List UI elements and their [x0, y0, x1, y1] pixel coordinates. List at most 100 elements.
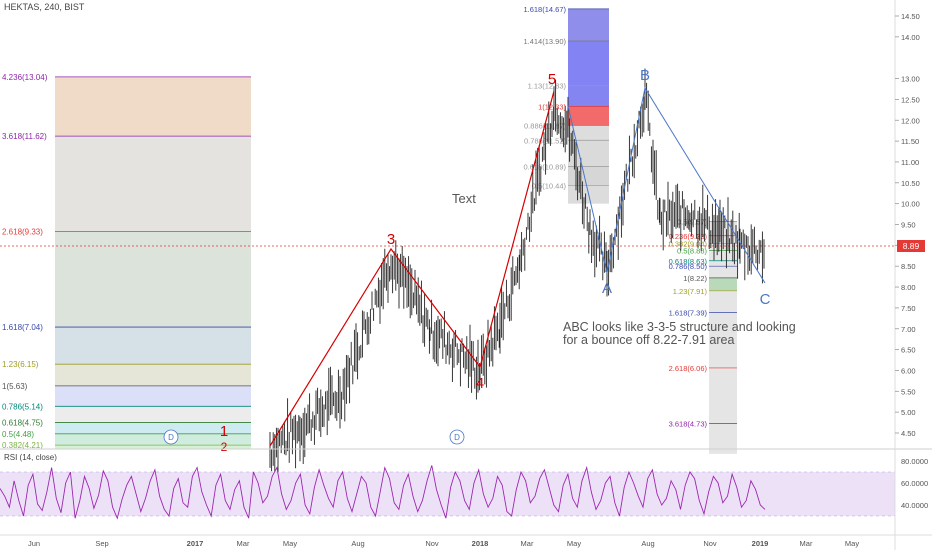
- fib-target-zone: [709, 277, 737, 291]
- fib-level-label: 0.5(9.57): [677, 218, 708, 227]
- time-tick-label: 2018: [472, 539, 489, 548]
- last-price-value: 8.89: [903, 241, 920, 251]
- price-tick-label: 11.50: [901, 137, 919, 146]
- fib-zone: [55, 364, 251, 386]
- fib-level-label: 0.618(4.75): [2, 419, 43, 428]
- text-annotation: Text: [452, 191, 476, 206]
- wave-label-4: 4: [476, 375, 484, 392]
- price-tick-label: 7.50: [901, 304, 916, 313]
- fib-zone: [568, 8, 609, 42]
- time-tick-label: Nov: [703, 539, 717, 548]
- price-tick-label: 11.00: [901, 158, 919, 167]
- fib-level-label: 1.23(7.91): [673, 287, 708, 296]
- fib-zone: [55, 422, 251, 434]
- wave-label-c: C: [760, 291, 771, 308]
- fib-level-label: 1(12.33): [538, 102, 566, 111]
- time-tick-label: Nov: [425, 539, 439, 548]
- dividend-marker-1[interactable]: D: [163, 429, 179, 445]
- fib-level-label: 0.5(10.44): [532, 181, 567, 190]
- note-line-2: for a bounce off 8.22-7.91 area: [563, 333, 734, 347]
- fib-level-label: 0.236(9.23): [669, 232, 708, 241]
- time-tick-label: Sep: [95, 539, 108, 548]
- fib-level-label: 1(8.22): [683, 274, 707, 283]
- time-tick-label: 2017: [187, 539, 204, 548]
- wave-label-2: 2: [221, 440, 228, 454]
- wave-label-1: 1: [220, 423, 228, 440]
- fib-zone: [568, 106, 609, 126]
- price-tick-label: 5.50: [901, 387, 916, 396]
- fib-level-label: 1.618(7.39): [669, 308, 708, 317]
- rsi-title[interactable]: RSI (14, close): [4, 453, 57, 462]
- abc-wave-lines: [567, 86, 766, 284]
- symbol-title[interactable]: HEKTAS, 240, BIST: [4, 2, 85, 12]
- fib-level-label: 0.786(5.14): [2, 402, 43, 411]
- rsi-line: [0, 465, 766, 520]
- price-tick-label: 6.00: [901, 366, 916, 375]
- fib-zone: [55, 327, 251, 365]
- price-tick-label: 10.50: [901, 179, 920, 188]
- price-tick-label: 14.00: [901, 33, 920, 42]
- rsi-tick-label: 60.0000: [901, 479, 928, 488]
- dividend-marker-2[interactable]: D: [449, 429, 465, 445]
- price-candles: [269, 68, 765, 484]
- time-tick-label: Aug: [351, 539, 364, 548]
- fib-level-label: 1.618(7.04): [2, 323, 43, 332]
- fib-level-label: 1.414(13.90): [523, 37, 566, 46]
- time-tick-label: Mar: [800, 539, 813, 548]
- fib-level-label: 1.618(14.67): [523, 5, 566, 14]
- rsi-tick-label: 80.0000: [901, 457, 928, 466]
- fib-zone: [55, 136, 251, 232]
- price-tick-label: 7.00: [901, 325, 916, 334]
- fib-zone: [55, 76, 251, 137]
- time-tick-label: Mar: [237, 539, 250, 548]
- price-axis[interactable]: 14.50 14.00 13.00 12.50 12.00 11.50 11.00 10.50…: [895, 12, 920, 438]
- fib-level-label: 0.618(10.89): [523, 163, 566, 172]
- fib-level-label: 0.5(8.88): [677, 246, 708, 255]
- fib-zone: [55, 385, 251, 407]
- wave-label-5: 5: [548, 71, 556, 88]
- price-tick-label: 10.00: [901, 200, 920, 209]
- fib-level-label: 0.382(9.04): [669, 240, 708, 249]
- fib-level-label: 1.13(12.83): [528, 82, 567, 91]
- price-tick-label: 6.50: [901, 346, 916, 355]
- price-tick-label: 12.50: [901, 95, 920, 104]
- wave-label-a: A: [602, 280, 612, 297]
- fib-level-label: 0.5(4.48): [2, 430, 34, 439]
- fib-level-label: 0.618(8.63): [669, 257, 708, 266]
- price-tick-label: 9.50: [901, 221, 916, 230]
- fib-level-label: 0.786(8.50): [669, 262, 708, 271]
- price-tick-label: 13.00: [901, 75, 920, 84]
- fib-level-label: 0.382(4.21): [2, 441, 43, 450]
- fib-zone: [55, 231, 251, 328]
- svg-text:D: D: [454, 433, 460, 442]
- fib-zone: [55, 445, 251, 449]
- svg-text:D: D: [168, 433, 174, 442]
- last-price-tag: 8.89: [897, 240, 925, 252]
- last-price-badge: [897, 240, 925, 252]
- fib-right-group: 0.5(9.57) 0.236(9.23)0.382(9.04)0.5(8.88)…: [669, 218, 737, 454]
- fib-left-group: 4.236(13.04) 3.618(11.62) 2.618(9.33) 1.618…: [2, 73, 251, 450]
- time-tick-label: Jun: [28, 539, 40, 548]
- rsi-axis[interactable]: 80.0000 60.0000 40.0000: [901, 457, 928, 510]
- fib-level-label: 3.618(11.62): [2, 132, 47, 141]
- wave-label-3: 3: [387, 231, 395, 248]
- price-tick-label: 8.00: [901, 283, 916, 292]
- rsi-tick-label: 40.0000: [901, 501, 928, 510]
- fib-zone: [568, 85, 609, 107]
- time-axis[interactable]: Jun Sep 2017 Mar May Aug Nov 2018 Mar May Aug Nov 20…: [28, 539, 859, 548]
- fib-level-label: 3.618(4.73): [669, 419, 708, 428]
- impulse-wave-lines: [269, 90, 555, 447]
- fib-level-label: 1.23(6.15): [2, 360, 39, 369]
- fib-zone: [568, 125, 609, 141]
- price-tick-label: 4.50: [901, 429, 916, 438]
- time-tick-label: Aug: [641, 539, 654, 548]
- price-tick-label: 8.50: [901, 262, 916, 271]
- fib-level-label: 2.618(6.06): [669, 364, 708, 373]
- wave-label-b: B: [640, 67, 650, 84]
- fib-zone: [55, 433, 251, 446]
- price-tick-label: 14.50: [901, 12, 920, 21]
- fib-zone: [568, 166, 609, 186]
- time-tick-label: May: [283, 539, 297, 548]
